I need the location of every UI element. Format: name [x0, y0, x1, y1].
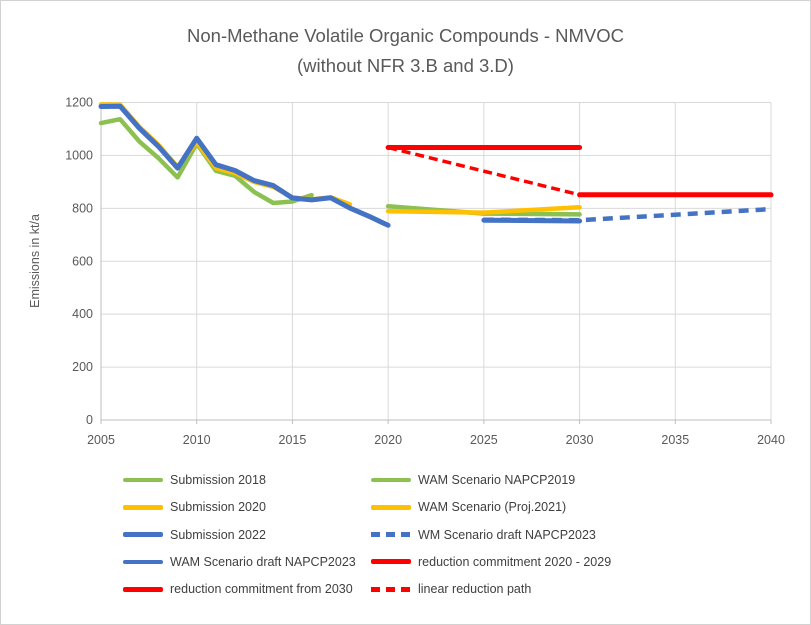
legend-label: reduction commitment 2020 - 2029 [418, 554, 612, 569]
y-tick-label: 0 [86, 413, 93, 427]
series-line-wam-scenario-draft-napcp2023 [481, 217, 583, 224]
y-tick-label: 600 [72, 254, 93, 268]
x-tick-label: 2005 [87, 433, 115, 447]
y-axis-title: Emissions in kt/a [28, 214, 42, 308]
legend-line-swatch-icon [123, 532, 163, 537]
legend-line-swatch-icon [123, 505, 163, 510]
legend-label: linear reduction path [418, 582, 532, 596]
y-tick-label: 1000 [65, 148, 93, 162]
legend-item: reduction commitment 2020 - 2029 [371, 554, 611, 570]
series-line-submission-2022 [98, 103, 391, 228]
legend-line-swatch-icon [123, 586, 163, 592]
legend-item: WAM Scenario draft NAPCP2023 [123, 554, 356, 570]
legend-item: Submission 2020 [123, 499, 266, 515]
series-line-linear-reduction-path [387, 145, 581, 197]
y-tick-label: 400 [72, 307, 93, 321]
legend-label: WM Scenario draft NAPCP2023 [418, 527, 596, 542]
legend-item: reduction commitment from 2030 [123, 581, 353, 597]
x-tick-label: 2035 [661, 433, 689, 447]
legend-label: Submission 2020 [170, 500, 266, 515]
legend-dashed-line-swatch-icon [371, 586, 411, 592]
legend-label: WAM Scenario draft NAPCP2023 [170, 554, 356, 569]
legend-label: Submission 2018 [170, 473, 266, 487]
legend-line-swatch-icon [371, 477, 411, 483]
legend-item: linear reduction path [371, 581, 531, 597]
x-tick-label: 2015 [279, 433, 307, 447]
legend-label: reduction commitment from 2030 [170, 582, 353, 596]
series-line-submission-2020 [98, 102, 353, 207]
legend-dashed-line-swatch-icon [371, 532, 411, 537]
legend-item: WAM Scenario (Proj.2021) [371, 499, 566, 515]
plot-area: 0 200 400 600 800 1000 1200 2005 2010 2015 2020 202… [28, 96, 785, 448]
x-tick-label: 2040 [757, 433, 785, 447]
legend-item: WM Scenario draft NAPCP2023 [371, 527, 596, 543]
legend-item: Submission 2018 [123, 472, 266, 488]
legend-line-swatch-icon [123, 477, 163, 483]
y-tick-label: 200 [72, 360, 93, 374]
legend-label: WAM Scenario (Proj.2021) [418, 500, 567, 515]
x-tick-label: 2020 [374, 433, 402, 447]
y-tick-label: 1200 [65, 96, 93, 110]
legend-line-swatch-icon [371, 559, 411, 565]
legend-item: Submission 2022 [123, 527, 266, 543]
legend-line-swatch-icon [371, 505, 411, 510]
legend-line-swatch-icon [123, 559, 163, 564]
legend-label: WAM Scenario NAPCP2019 [418, 473, 576, 487]
legend-item: WAM Scenario NAPCP2019 [371, 472, 575, 488]
x-tick-label: 2025 [470, 433, 498, 447]
chart-title: Non-Methane Volatile Organic Compounds -… [187, 25, 624, 46]
chart-subtitle: (without NFR 3.B and 3.D) [297, 55, 514, 76]
x-tick-label: 2010 [183, 433, 211, 447]
x-tick-label: 2030 [566, 433, 594, 447]
series-line-wam-scenario-proj-2021 [385, 205, 582, 215]
y-tick-label: 800 [72, 201, 93, 215]
series-line-wm-scenario-draft-napcp2023 [483, 206, 772, 223]
legend-label: Submission 2022 [170, 527, 266, 542]
